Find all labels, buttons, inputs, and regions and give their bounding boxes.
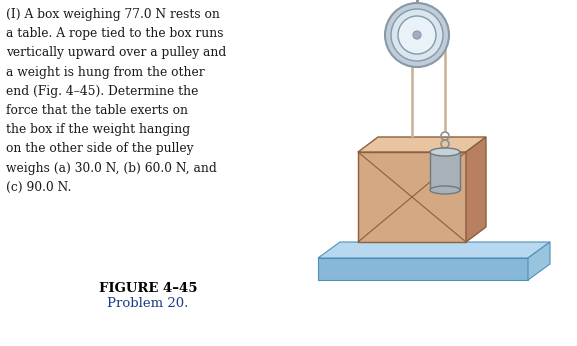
Circle shape <box>413 31 421 39</box>
Text: (I) A box weighing 77.0 N rests on
a table. A rope tied to the box runs
vertical: (I) A box weighing 77.0 N rests on a tab… <box>6 8 226 194</box>
Ellipse shape <box>430 186 460 194</box>
Polygon shape <box>528 242 550 280</box>
Text: FIGURE 4–45: FIGURE 4–45 <box>99 282 197 295</box>
Polygon shape <box>318 242 550 258</box>
Polygon shape <box>358 152 466 242</box>
Text: Problem 20.: Problem 20. <box>107 297 189 310</box>
Polygon shape <box>466 137 486 242</box>
Polygon shape <box>430 152 460 190</box>
Ellipse shape <box>430 148 460 156</box>
Polygon shape <box>358 137 486 152</box>
Polygon shape <box>318 258 528 280</box>
Circle shape <box>398 16 436 54</box>
Circle shape <box>391 9 443 61</box>
Circle shape <box>385 3 449 67</box>
